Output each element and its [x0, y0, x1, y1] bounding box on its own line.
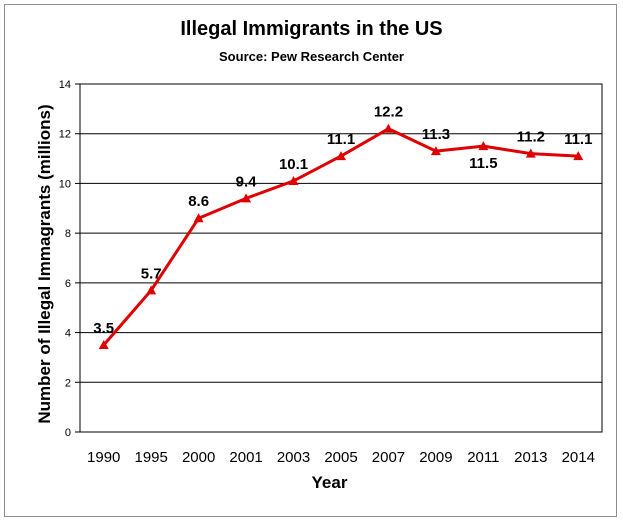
- x-tick-label: 2013: [514, 449, 547, 466]
- y-tick-label: 0: [65, 427, 71, 439]
- x-tick-label: 2014: [562, 449, 595, 466]
- data-point: [98, 340, 109, 349]
- y-tick-label: 8: [65, 228, 71, 240]
- data-label: 11.3: [422, 126, 450, 143]
- data-point: [336, 151, 346, 161]
- x-tick-label: 2001: [229, 449, 262, 466]
- data-point: [525, 148, 536, 158]
- x-tick-label: 1990: [87, 449, 120, 466]
- x-tick-label: 2011: [467, 449, 499, 466]
- y-tick-label: 2: [65, 377, 71, 389]
- x-axis-label: Year: [311, 473, 348, 492]
- x-tick-label: 2007: [372, 449, 405, 466]
- data-point: [478, 141, 489, 151]
- x-tick-label: 2009: [419, 449, 452, 466]
- y-tick-label: 6: [65, 278, 71, 290]
- y-tick-label: 4: [65, 328, 71, 340]
- data-label: 12.2: [374, 104, 403, 121]
- x-tick-label: 2003: [277, 449, 310, 466]
- y-tick-label: 14: [59, 79, 71, 91]
- plot-area: [79, 83, 603, 433]
- data-point: [288, 175, 299, 185]
- data-label: 5.7: [141, 265, 162, 282]
- data-label: 8.6: [188, 193, 209, 210]
- data-label: 3.5: [93, 320, 114, 337]
- data-label: 11.1: [564, 131, 592, 148]
- x-tick-label: 1995: [134, 449, 167, 466]
- y-tick-label: 12: [59, 129, 71, 141]
- data-point: [241, 193, 252, 203]
- data-label: 11.1: [327, 131, 355, 148]
- y-tick-label: 10: [59, 178, 71, 190]
- x-tick-label: 2005: [324, 449, 357, 466]
- data-label: 11.2: [517, 129, 545, 146]
- chart-title: Illegal Immigrants in the US: [180, 18, 443, 40]
- data-label: 10.1: [279, 156, 308, 173]
- data-point: [193, 213, 204, 223]
- x-tick-label: 2000: [182, 449, 215, 466]
- data-point: [573, 151, 584, 161]
- data-label: 11.5: [469, 155, 497, 172]
- data-point: [146, 285, 157, 295]
- data-label: 9.4: [236, 173, 258, 190]
- data-point: [430, 146, 441, 156]
- data-point: [383, 123, 394, 133]
- chart-subtitle: Source: Pew Research Center: [219, 49, 404, 64]
